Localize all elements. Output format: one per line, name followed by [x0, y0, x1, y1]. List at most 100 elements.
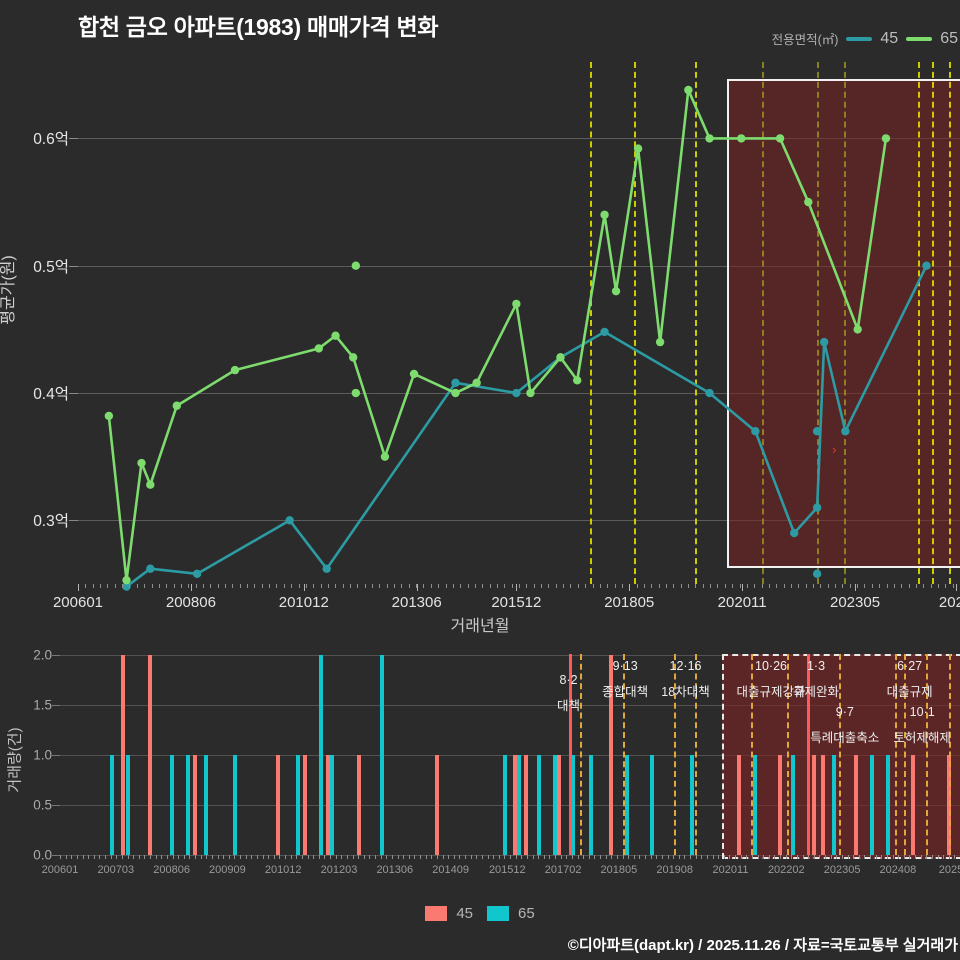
- minor-tick: [732, 584, 734, 588]
- data-point[interactable]: [192, 569, 202, 579]
- data-point[interactable]: [804, 197, 813, 207]
- y-tick-label: 0.4억: [33, 386, 69, 404]
- legend-label-45[interactable]: 45: [880, 29, 899, 47]
- data-point[interactable]: [451, 388, 460, 398]
- data-point[interactable]: [512, 388, 521, 398]
- volume-bar-45[interactable]: [121, 655, 126, 855]
- volume-bar-65[interactable]: [625, 755, 630, 855]
- volume-bar-65[interactable]: [330, 755, 334, 855]
- volume-bar-65[interactable]: [870, 755, 874, 855]
- data-point[interactable]: [655, 337, 665, 347]
- data-point-outlier[interactable]: [351, 261, 361, 270]
- data-point[interactable]: [380, 452, 390, 461]
- data-point[interactable]: [146, 564, 155, 573]
- volume-bar-45[interactable]: [325, 755, 330, 855]
- volume-bar-65[interactable]: [690, 755, 694, 855]
- data-point[interactable]: [451, 378, 460, 388]
- volume-bar-45[interactable]: [736, 755, 741, 855]
- data-point[interactable]: [573, 376, 582, 385]
- y-tick-label: 0.5억: [33, 258, 69, 276]
- data-point[interactable]: [789, 528, 799, 538]
- volume-bar-65[interactable]: [832, 755, 837, 855]
- volume-bar-65[interactable]: [319, 655, 324, 855]
- data-point[interactable]: [600, 327, 609, 337]
- volume-bar-45[interactable]: [609, 655, 613, 855]
- data-point[interactable]: [922, 261, 931, 270]
- data-point[interactable]: [705, 134, 714, 143]
- volume-bar-65[interactable]: [204, 755, 208, 855]
- data-point-outlier[interactable]: [812, 427, 822, 436]
- legend-label-65[interactable]: 65: [940, 29, 958, 47]
- data-point[interactable]: [633, 144, 643, 153]
- volume-bar-45[interactable]: [303, 755, 307, 855]
- data-point[interactable]: [122, 582, 131, 591]
- volume-bar-65[interactable]: [232, 755, 237, 855]
- volume-bar-65[interactable]: [186, 755, 190, 855]
- volume-bar-45[interactable]: [911, 755, 916, 855]
- data-point[interactable]: [611, 286, 621, 296]
- data-point[interactable]: [104, 411, 114, 421]
- data-point[interactable]: [172, 401, 181, 410]
- volume-bar-65[interactable]: [589, 755, 594, 855]
- volume-bar-45[interactable]: [435, 755, 440, 855]
- data-point[interactable]: [322, 564, 331, 573]
- data-point[interactable]: [600, 210, 609, 219]
- volume-bar-65[interactable]: [553, 755, 558, 855]
- volume-bar-65[interactable]: [169, 755, 174, 855]
- volume-bar-65[interactable]: [886, 755, 891, 855]
- data-point[interactable]: [409, 369, 419, 379]
- volume-bar-65[interactable]: [502, 755, 507, 855]
- data-point[interactable]: [556, 353, 565, 362]
- legend-item-45[interactable]: 45: [425, 905, 473, 922]
- data-point[interactable]: [512, 299, 521, 309]
- data-point[interactable]: [684, 85, 693, 95]
- volume-bar-45[interactable]: [524, 755, 529, 855]
- data-point[interactable]: [314, 344, 323, 353]
- volume-bar-65[interactable]: [380, 655, 385, 855]
- data-point[interactable]: [526, 388, 535, 398]
- volume-bar-45[interactable]: [778, 755, 783, 855]
- volume-bar-45[interactable]: [193, 755, 198, 855]
- data-point[interactable]: [146, 480, 155, 489]
- data-point[interactable]: [137, 458, 146, 468]
- data-point[interactable]: [751, 427, 760, 436]
- data-point[interactable]: [737, 134, 746, 143]
- volume-bar-45[interactable]: [512, 755, 517, 855]
- data-point[interactable]: [348, 353, 358, 362]
- data-point[interactable]: [812, 503, 822, 512]
- data-point[interactable]: [853, 325, 862, 334]
- data-point[interactable]: [819, 337, 829, 347]
- volume-bar-65[interactable]: [571, 755, 576, 855]
- data-point[interactable]: [285, 516, 294, 525]
- volume-bar-45[interactable]: [357, 755, 361, 855]
- volume-bar-45[interactable]: [148, 655, 153, 855]
- data-point-outlier[interactable]: [812, 569, 822, 579]
- volume-bar-45[interactable]: [946, 755, 951, 855]
- volume-bar-65[interactable]: [295, 755, 300, 855]
- volume-bar-65[interactable]: [753, 755, 757, 855]
- data-point-outlier[interactable]: [351, 388, 361, 398]
- data-point[interactable]: [122, 575, 131, 585]
- data-point[interactable]: [331, 331, 340, 340]
- data-point[interactable]: [472, 378, 481, 388]
- volume-bar-45[interactable]: [853, 755, 858, 855]
- volume-bar-65[interactable]: [125, 755, 130, 855]
- data-point[interactable]: [705, 388, 714, 398]
- volume-bar-65[interactable]: [790, 755, 795, 855]
- volume-bar-65[interactable]: [517, 755, 522, 855]
- data-point[interactable]: [230, 365, 240, 375]
- policy-line-volume: [622, 654, 625, 855]
- volume-bar-45[interactable]: [820, 755, 825, 855]
- volume-bar-65[interactable]: [110, 755, 115, 855]
- data-point[interactable]: [775, 134, 785, 143]
- volume-bar-45[interactable]: [812, 755, 817, 855]
- legend-item-65[interactable]: 65: [487, 905, 535, 922]
- volume-bar-45[interactable]: [556, 755, 561, 855]
- volume-bar-65[interactable]: [537, 755, 541, 855]
- data-point[interactable]: [881, 134, 891, 143]
- minor-tick-volume: [746, 855, 748, 859]
- minor-tick: [673, 584, 675, 588]
- volume-bar-65[interactable]: [650, 755, 655, 855]
- volume-bar-45[interactable]: [276, 755, 280, 855]
- data-point[interactable]: [841, 427, 850, 436]
